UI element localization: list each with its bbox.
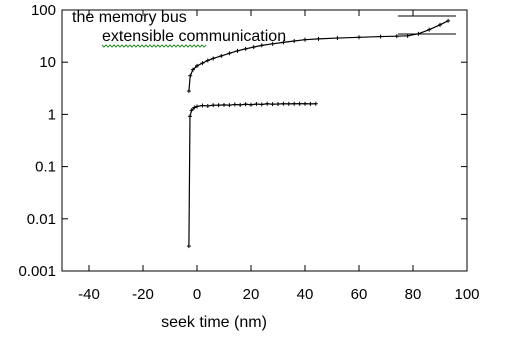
data-point — [313, 101, 318, 106]
axes — [61, 9, 468, 272]
x-tick-label: 20 — [243, 286, 260, 303]
legend: the memory bus extensible communication — [72, 9, 456, 48]
data-point — [200, 103, 205, 108]
data-point — [249, 102, 253, 107]
x-tick-label: 0 — [193, 286, 201, 303]
data-point — [259, 43, 264, 48]
data-point — [232, 102, 237, 107]
data-point — [195, 63, 199, 68]
data-point — [303, 37, 307, 42]
data-point — [270, 102, 275, 107]
data-point — [281, 40, 286, 45]
data-point — [303, 101, 307, 106]
data-point — [195, 104, 199, 109]
data-point — [297, 101, 302, 106]
data-point — [292, 101, 297, 106]
data-point — [235, 48, 240, 53]
plot-frame — [61, 9, 468, 272]
x-tick-label: 60 — [351, 286, 368, 303]
data-point — [394, 34, 399, 39]
data-point — [189, 108, 194, 113]
data-point — [200, 61, 205, 66]
y-tick-label: 0.001 — [18, 263, 56, 280]
data-point — [270, 41, 275, 46]
data-point — [378, 34, 383, 39]
data-point — [292, 38, 297, 43]
data-point — [335, 36, 340, 41]
data-point — [205, 103, 210, 108]
data-point — [192, 105, 197, 110]
data-point — [427, 27, 432, 32]
data-point — [276, 102, 280, 107]
x-tick-label: 100 — [454, 286, 479, 303]
data-point — [281, 101, 286, 106]
data-point — [186, 244, 191, 249]
data-point — [308, 101, 313, 106]
data-point — [438, 22, 442, 27]
x-axis-label: seek time (nm) — [161, 314, 267, 331]
data-point — [211, 56, 216, 61]
data-point — [227, 51, 232, 56]
series-layer — [186, 18, 451, 249]
data-point — [357, 35, 361, 40]
data-point — [205, 58, 210, 63]
data-point — [187, 114, 192, 119]
data-point — [216, 103, 221, 108]
data-point — [211, 103, 216, 108]
spell-underline — [101, 44, 207, 48]
ticks: 100 10 1 0.1 0.01 0.001 -40 -20 0 20 40 60 80 100 — [18, 2, 479, 303]
data-point — [222, 102, 226, 107]
data-point — [243, 46, 248, 51]
data-point — [238, 102, 243, 107]
x-tick-label: -20 — [132, 286, 154, 303]
legend-label-1: the memory bus — [72, 9, 187, 26]
x-tick-label: -40 — [78, 286, 100, 303]
data-point — [446, 18, 451, 23]
data-point — [316, 36, 321, 41]
data-point — [265, 101, 270, 106]
y-tick-label: 0.01 — [27, 211, 56, 228]
data-point — [227, 103, 232, 108]
legend-label-2: extensible communication — [102, 28, 286, 45]
y-tick-label: 0.1 — [35, 159, 56, 176]
data-point — [186, 89, 191, 94]
x-tick-label: 80 — [405, 286, 422, 303]
y-tick-label: 100 — [31, 2, 56, 19]
data-point — [219, 53, 224, 58]
data-point — [254, 102, 259, 107]
data-point — [190, 67, 195, 72]
series-line-2 — [188, 103, 316, 247]
data-point — [259, 102, 264, 107]
data-point — [251, 45, 256, 50]
data-point — [286, 101, 291, 106]
data-point — [243, 102, 248, 107]
data-point — [188, 73, 193, 78]
x-tick-label: 40 — [297, 286, 314, 303]
y-tick-label: 1 — [48, 106, 56, 123]
y-tick-label: 10 — [39, 54, 56, 71]
